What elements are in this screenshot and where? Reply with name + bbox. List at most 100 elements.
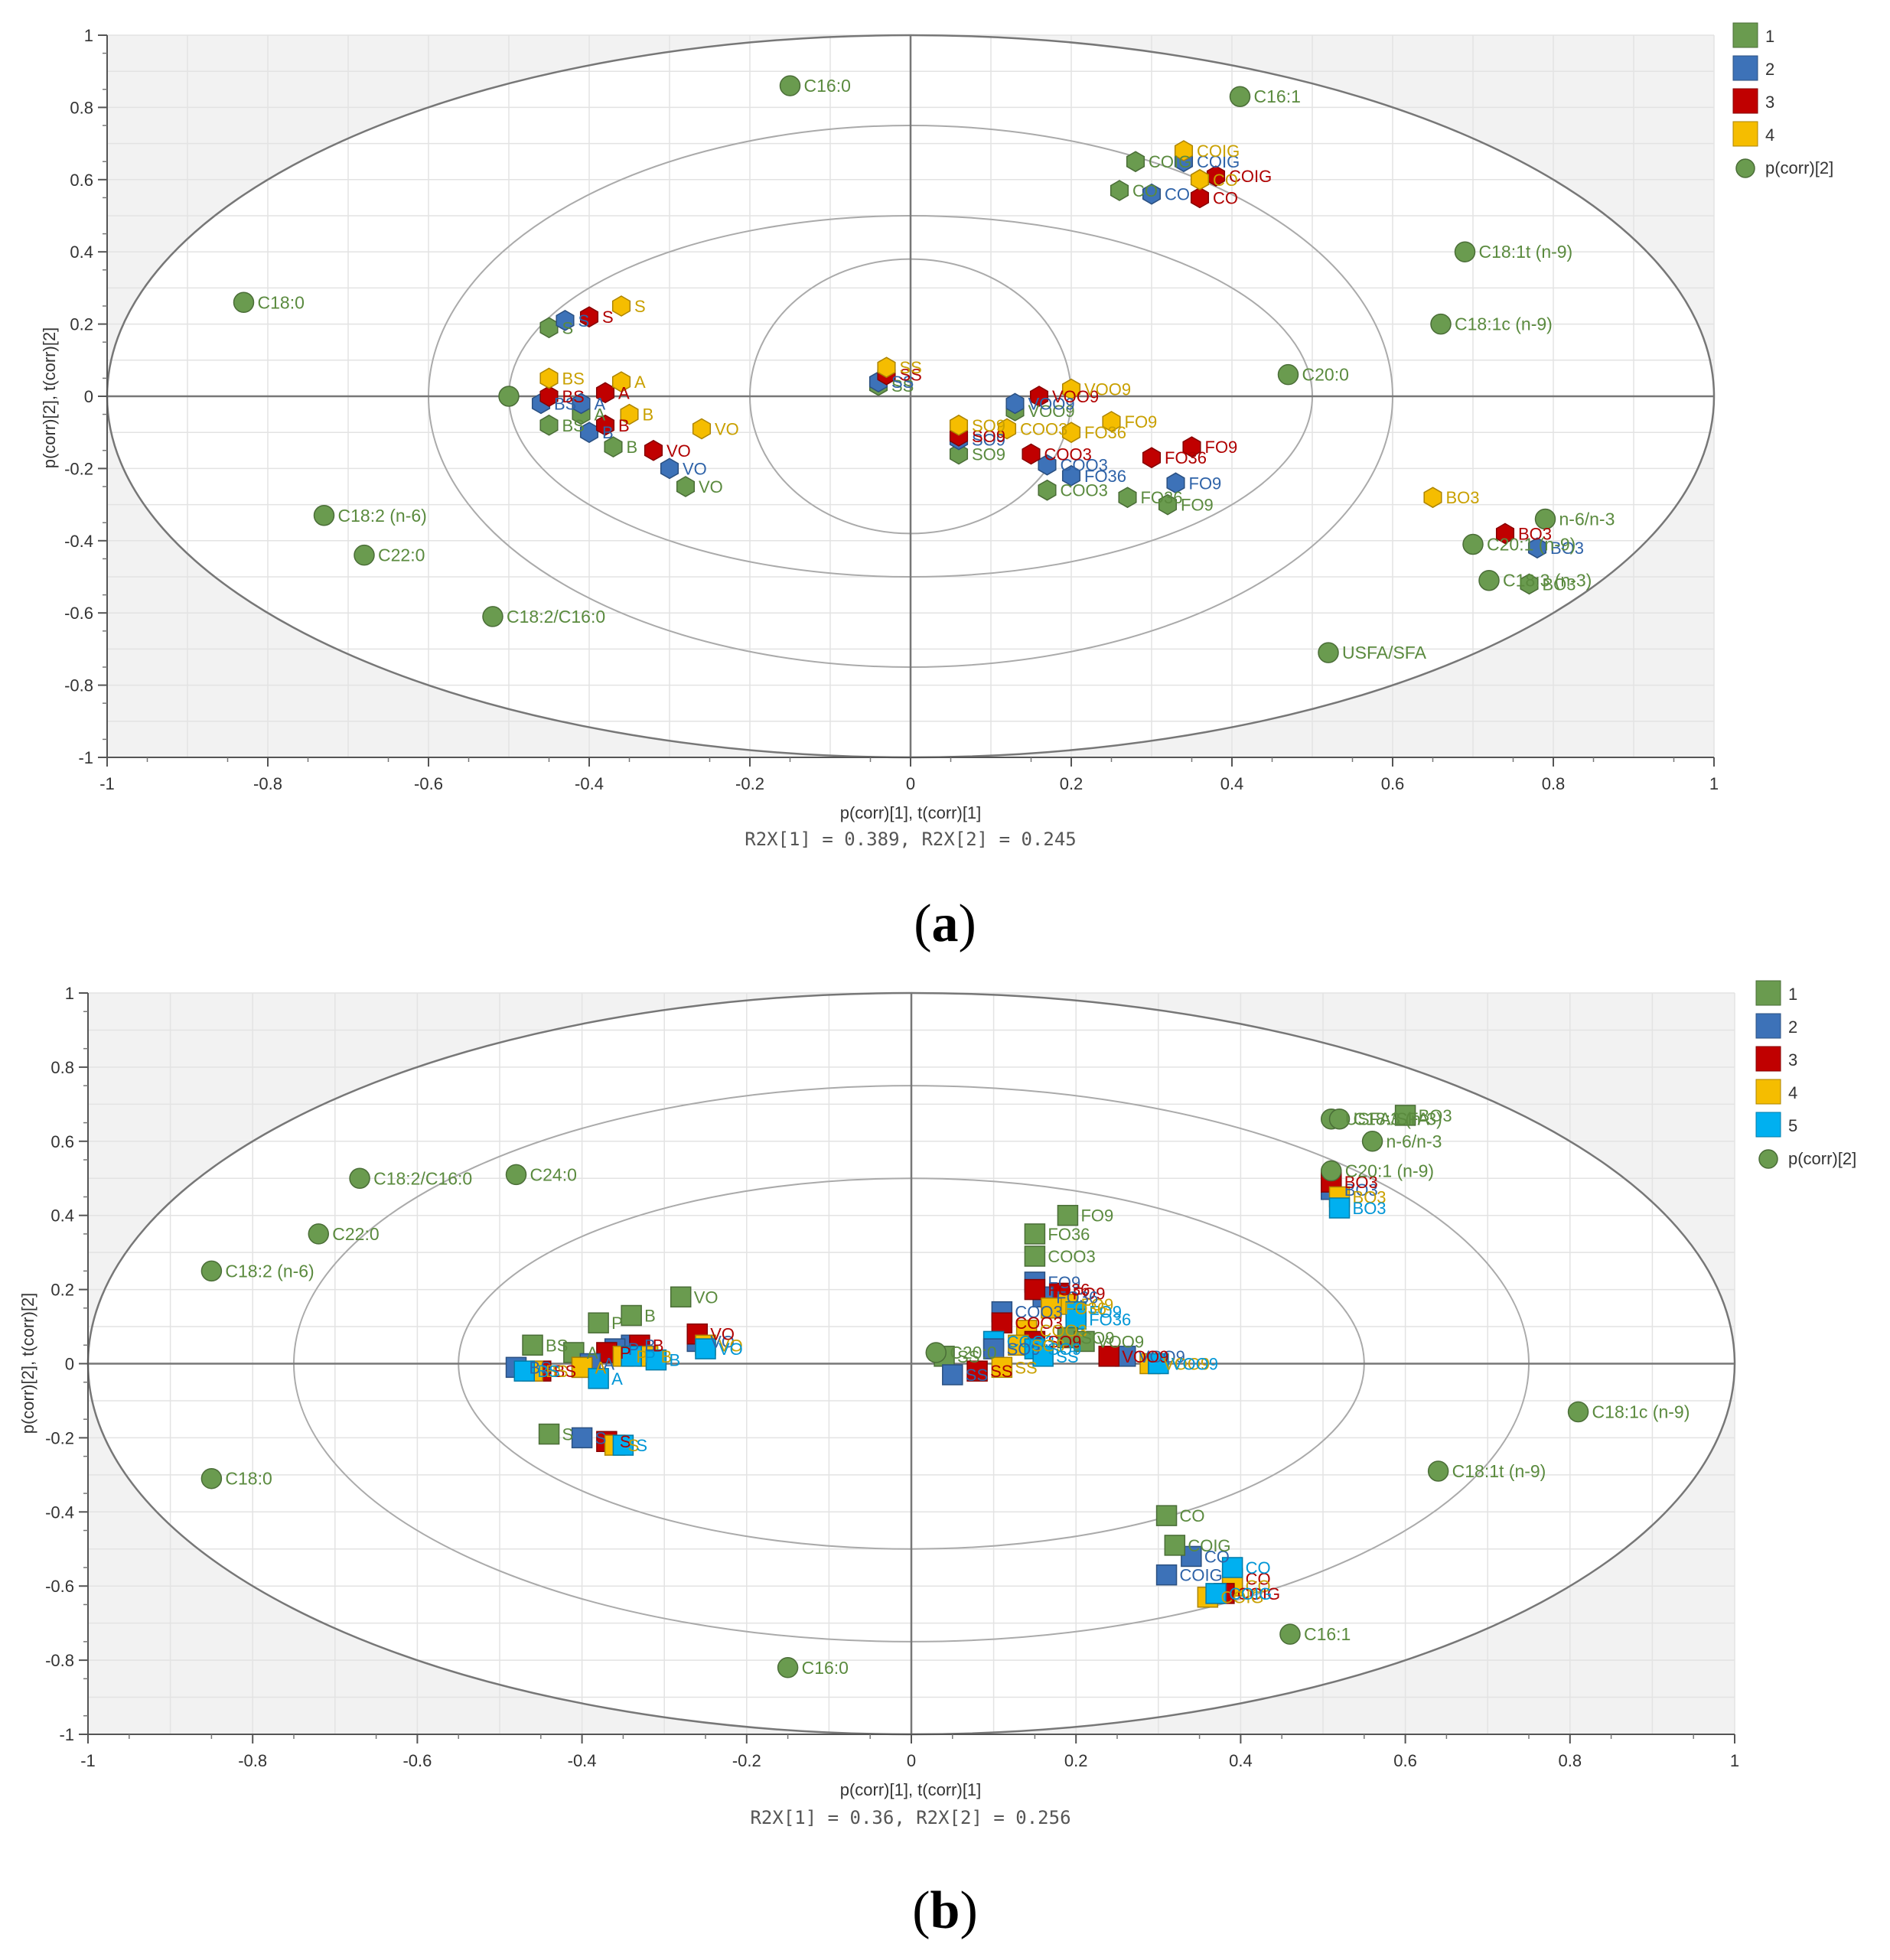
variable-label: C16:1	[1254, 86, 1301, 106]
sample-label: A	[611, 1369, 623, 1389]
sample-label: A	[634, 373, 646, 392]
variable-label: C22:0	[378, 545, 425, 565]
x-tick-label: -0.4	[568, 1751, 597, 1770]
y-tick-label: 0.8	[51, 1058, 74, 1077]
sample-label: A	[587, 1343, 598, 1363]
x-tick-label: -0.6	[414, 774, 443, 793]
sample-label: VOO9	[1139, 1347, 1185, 1366]
sample-point	[1038, 479, 1057, 501]
sample-label: CO	[1246, 1570, 1271, 1589]
sample-label: SS	[957, 1347, 979, 1366]
sample-point	[1164, 1535, 1186, 1556]
sample-point	[1148, 1353, 1169, 1375]
sample-point	[579, 306, 599, 328]
sample-label: COIG	[1237, 1584, 1280, 1603]
y-axis-label: p(corr)[2], t(corr)[2]	[18, 1293, 37, 1434]
sample-label: SS	[891, 376, 914, 396]
sample-label: SO9	[1080, 1329, 1114, 1348]
sample-point	[1102, 411, 1121, 432]
x-tick-label: 0.4	[1229, 1751, 1253, 1770]
x-tick-label: -0.8	[253, 774, 282, 793]
sample-label: VO	[666, 441, 691, 461]
legend-label: 4	[1788, 1083, 1797, 1102]
sample-point	[538, 1423, 560, 1445]
variable-label: C20:0	[1302, 365, 1349, 385]
y-tick-label: 0.6	[51, 1132, 74, 1151]
variable-point	[498, 386, 520, 407]
sample-point	[1126, 151, 1145, 173]
variable-point	[1430, 313, 1452, 335]
sample-label: FO36	[1141, 488, 1183, 507]
sample-label: BO3	[1543, 575, 1576, 594]
sample-point	[1206, 165, 1226, 187]
x-tick-label: 0.2	[1060, 774, 1083, 793]
sample-label: CO	[1204, 1547, 1230, 1566]
variable-point	[1478, 569, 1500, 591]
sample-label: FO36	[1089, 1310, 1131, 1329]
x-tick-label: 0.6	[1381, 774, 1405, 793]
x-tick-label: 0	[906, 774, 915, 793]
sample-label: P	[611, 1314, 623, 1333]
sample-label: B	[661, 1347, 673, 1366]
sample-label: VOO9	[1122, 1347, 1168, 1366]
sample-label: BS	[546, 1362, 568, 1381]
sample-point	[1190, 168, 1210, 190]
sample-label: BO3	[1550, 539, 1584, 558]
sample-label: B	[653, 1336, 664, 1355]
sample-label: VO	[710, 1332, 735, 1351]
sample-point	[1394, 1105, 1416, 1126]
variable-point	[1534, 508, 1556, 530]
sample-point	[997, 418, 1017, 440]
variable-label: C18:1t (n-9)	[1452, 1461, 1546, 1481]
sample-label: FO36	[1056, 1288, 1098, 1307]
legend-swatch	[1755, 1079, 1781, 1105]
variable-point	[354, 544, 375, 566]
variable-label: C18:2/C16:0	[507, 607, 605, 627]
sample-label: VO	[699, 477, 723, 497]
legend-swatch	[1732, 121, 1758, 147]
y-tick-label: -0.6	[45, 1577, 74, 1596]
sample-label: FO36	[1165, 448, 1207, 467]
sample-label: VOO9	[1163, 1355, 1210, 1374]
sample-point	[660, 457, 679, 480]
sample-label: CO	[1213, 171, 1238, 190]
variable-point	[1427, 1460, 1449, 1482]
x-tick-label: -1	[99, 774, 115, 793]
sample-label: VOO9	[1052, 387, 1099, 406]
variable-point	[233, 291, 255, 314]
legend-label: p(corr)[2]	[1765, 158, 1833, 177]
y-tick-label: -0.2	[64, 459, 93, 478]
y-tick-label: -0.2	[45, 1428, 74, 1447]
sample-label: BS	[546, 1336, 568, 1355]
sample-label: COIG	[1229, 167, 1272, 186]
sample-label: B	[602, 423, 614, 442]
sample-label: A	[595, 1358, 607, 1377]
sample-point	[1029, 386, 1049, 407]
sample-label: A	[595, 394, 606, 413]
sample-label: COIG	[1197, 142, 1240, 161]
sample-point	[1142, 447, 1162, 469]
sample-label: BO3	[1353, 1199, 1387, 1218]
legend-label: 2	[1788, 1017, 1797, 1037]
sample-label: S	[628, 1436, 640, 1455]
sample-point	[611, 371, 631, 392]
sample-point	[588, 1368, 609, 1389]
y-tick-label: -0.8	[45, 1651, 74, 1670]
variable-point	[779, 75, 801, 96]
variable-point	[1318, 642, 1339, 663]
variable-label: C22:0	[332, 1224, 379, 1244]
sample-label: A	[595, 1358, 607, 1377]
sample-label: COO3	[1015, 1314, 1062, 1333]
variable-label: C16:1	[1304, 1624, 1351, 1644]
x-tick-label: 0.8	[1559, 1751, 1582, 1770]
sample-label: A	[603, 1355, 614, 1374]
x-tick-label: 0.2	[1064, 1751, 1088, 1770]
sample-label: B	[618, 416, 630, 435]
y-tick-label: -1	[78, 748, 93, 767]
sample-point	[1098, 1346, 1119, 1367]
sample-point	[645, 1349, 667, 1371]
sample-label: FO9	[1080, 1206, 1113, 1226]
sample-point	[1005, 392, 1025, 415]
sample-label: COO3	[1015, 1303, 1062, 1322]
sample-label: FO36	[1048, 1225, 1090, 1244]
